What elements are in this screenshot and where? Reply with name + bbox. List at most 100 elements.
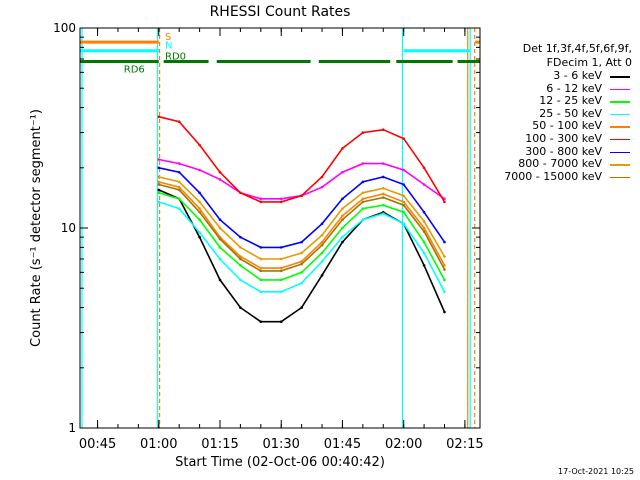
- series-5-point-13: [422, 166, 426, 170]
- series-6-point-3: [218, 218, 222, 222]
- series-4-point-7: [300, 260, 303, 263]
- series-5-point-0: [157, 115, 161, 119]
- legend-item-label: 50 - 100 keV: [532, 119, 602, 133]
- series-7-point-10: [361, 191, 365, 195]
- y-axis-label: Count Rate (s⁻¹ detector segment⁻¹): [29, 109, 44, 347]
- x-tick-label: 02:00: [385, 437, 422, 452]
- legend-swatch: [610, 176, 630, 179]
- series-6-point-9: [341, 197, 344, 201]
- series-3-point-7: [300, 281, 303, 285]
- series-0-point-0: [157, 188, 161, 192]
- series-8-point-12: [402, 203, 405, 207]
- legend-item: 800 - 7000 keV: [462, 158, 632, 171]
- series-5-point-3: [218, 170, 222, 174]
- x-tick-label: 01:45: [324, 437, 361, 452]
- series-6-point-13: [422, 210, 426, 214]
- series-line-8: [158, 183, 446, 272]
- series-0-point-3: [218, 278, 222, 282]
- series-6-point-14: [443, 240, 446, 244]
- series-8-point-2: [198, 210, 201, 214]
- series-3-point-8: [320, 260, 324, 263]
- series-3-point-6: [279, 290, 283, 294]
- series-8-point-11: [381, 196, 385, 199]
- series-7-point-1: [177, 180, 181, 184]
- series-8-point-5: [259, 269, 263, 273]
- legend-item-label: 800 - 7000 keV: [518, 157, 602, 171]
- x-axis-label: Start Time (02-Oct-06 00:40:42): [175, 455, 385, 470]
- series-7-point-13: [422, 220, 426, 223]
- series-1-point-10: [361, 162, 365, 165]
- series-1-point-13: [422, 183, 426, 186]
- series-6-point-5: [259, 246, 263, 249]
- series-5-point-9: [341, 147, 344, 150]
- series-3-point-5: [259, 290, 263, 294]
- series-5-point-12: [402, 137, 405, 140]
- series-0-point-6: [279, 320, 283, 324]
- legend-item: 6 - 12 keV: [462, 82, 632, 96]
- series-7-point-2: [198, 200, 201, 204]
- series-4-point-5: [259, 266, 263, 270]
- legend-fdecim-line: FDecim 1, Att 0: [546, 56, 632, 69]
- series-2-point-14: [443, 278, 446, 282]
- flag-label-rd0: RD0: [165, 51, 186, 62]
- series-6-point-1: [177, 170, 181, 174]
- legend-item-label: 300 - 800 keV: [525, 144, 602, 158]
- series-6-point-7: [300, 240, 303, 244]
- series-8-point-10: [361, 200, 365, 204]
- legend-item: 50 - 100 keV: [462, 120, 632, 133]
- legend-item: 3 - 6 keV: [462, 69, 632, 83]
- series-0-point-13: [422, 264, 426, 267]
- series-3-point-12: [402, 222, 405, 226]
- series-2-point-6: [279, 278, 283, 282]
- legend-item: 25 - 50 keV: [462, 107, 632, 121]
- series-8-point-6: [279, 269, 283, 273]
- y-tick-label: 100: [53, 21, 76, 35]
- series-3-point-3: [218, 257, 222, 261]
- legend-item: 300 - 800 keV: [462, 144, 632, 159]
- series-7-point-9: [341, 207, 344, 210]
- series-8-point-4: [239, 257, 242, 261]
- series-7-point-0: [157, 175, 161, 179]
- series-1-point-3: [218, 178, 222, 181]
- series-4-point-10: [361, 197, 365, 201]
- legend-swatch: [610, 164, 630, 166]
- series-3-point-11: [381, 212, 385, 215]
- series-3-point-10: [361, 218, 365, 222]
- generation-timestamp: 17-Oct-2021 10:25: [558, 467, 634, 476]
- legend-swatch: [610, 76, 630, 78]
- series-7-point-5: [259, 257, 263, 261]
- series-line-0: [158, 189, 446, 323]
- series-4-point-4: [239, 255, 242, 258]
- series-2-point-8: [320, 251, 324, 255]
- series-3-point-0: [157, 200, 161, 204]
- series-5-point-14: [443, 200, 446, 204]
- legend-swatch: [610, 88, 630, 91]
- flag-label-rd6: RD6: [124, 64, 145, 75]
- series-4-point-13: [422, 226, 426, 230]
- series-1-point-5: [259, 197, 263, 201]
- series-1-point-1: [177, 162, 181, 165]
- series-line-1: [158, 158, 445, 200]
- series-2-point-1: [177, 197, 181, 201]
- series-7-point-14: [443, 255, 446, 258]
- series-5-point-6: [279, 200, 283, 204]
- series-4-point-14: [443, 264, 446, 267]
- series-8-point-14: [443, 268, 446, 271]
- series-0-point-2: [198, 235, 201, 239]
- series-0-point-7: [300, 306, 303, 309]
- series-6-point-8: [320, 222, 324, 226]
- series-4-point-6: [279, 266, 283, 270]
- series-2-point-4: [239, 264, 242, 267]
- series-4-point-12: [402, 200, 405, 204]
- series-5-point-2: [198, 143, 201, 147]
- series-6-point-4: [239, 235, 242, 239]
- legend-swatch: [610, 138, 630, 141]
- series-7-point-8: [320, 233, 324, 237]
- legend-item: 12 - 25 keV: [462, 95, 632, 108]
- chart-title: RHESSI Count Rates: [210, 4, 351, 20]
- series-4-point-2: [198, 207, 201, 210]
- plot-frame: [79, 27, 481, 429]
- legend-swatch: [610, 113, 630, 116]
- series-2-point-5: [259, 278, 263, 282]
